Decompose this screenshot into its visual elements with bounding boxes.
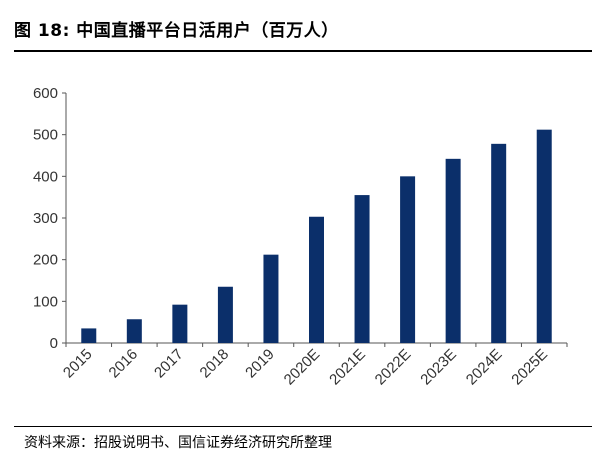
bar-2024E — [491, 143, 507, 343]
x-tick-label: 2021E — [326, 346, 369, 389]
bar-2023E — [445, 158, 461, 343]
x-tick-label: 2015 — [60, 346, 96, 382]
x-tick-label: 2020E — [281, 346, 324, 389]
bar-2021E — [354, 195, 370, 343]
bar-2020E — [309, 216, 324, 343]
y-tick-label: 400 — [33, 168, 58, 185]
x-tick-label: 2016 — [106, 346, 142, 382]
x-tick-label: 2023E — [417, 346, 460, 389]
x-tick-label: 2022E — [372, 346, 415, 389]
figure-title: 图 18: 中国直播平台日活用户（百万人） — [14, 21, 339, 41]
source-rule — [14, 426, 592, 427]
x-tick-label: 2019 — [242, 346, 278, 382]
y-tick-label: 200 — [33, 252, 58, 269]
y-tick-label: 300 — [33, 210, 58, 227]
bar-2018 — [217, 286, 233, 343]
y-tick-label: 0 — [50, 335, 58, 352]
y-tick-label: 500 — [33, 127, 58, 144]
bar-2015 — [81, 328, 97, 343]
title-rule — [14, 50, 592, 52]
bar-2017 — [172, 304, 188, 343]
bar-2022E — [400, 176, 416, 343]
x-tick-label: 2017 — [151, 346, 187, 382]
x-tick-label: 2025E — [508, 346, 551, 389]
bar-2019 — [263, 254, 279, 343]
y-tick-label: 600 — [33, 85, 58, 102]
bar-2025E — [536, 129, 552, 343]
y-tick-label: 100 — [33, 293, 58, 310]
x-tick-label: 2024E — [463, 346, 506, 389]
source-note: 资料来源：招股说明书、国信证券经济研究所整理 — [24, 435, 332, 451]
x-tick-label: 2018 — [197, 346, 233, 382]
bar-2016 — [126, 319, 142, 343]
